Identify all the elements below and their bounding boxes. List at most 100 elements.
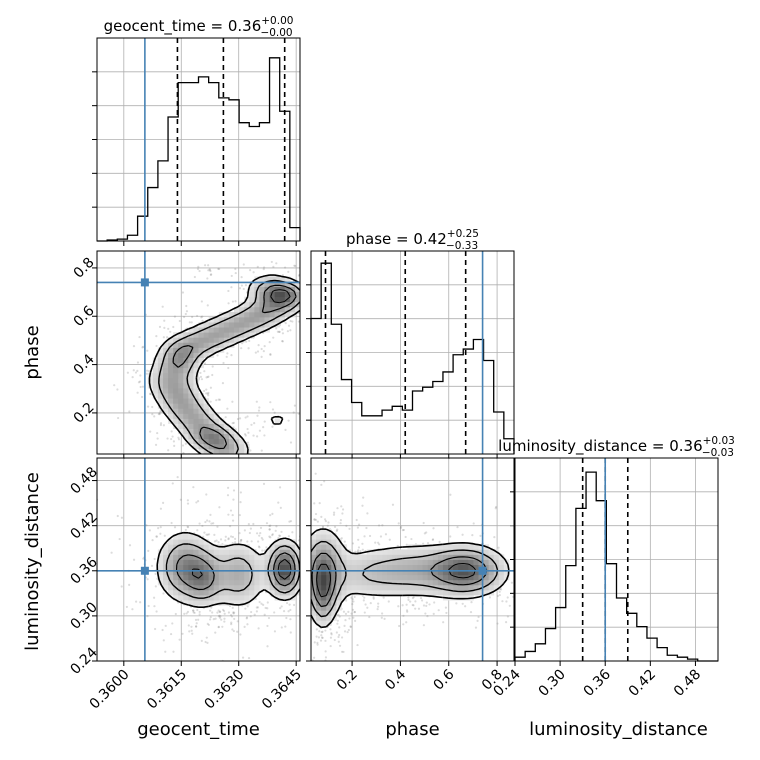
scatter-point bbox=[380, 616, 383, 619]
density-cell bbox=[311, 539, 317, 545]
density-cell bbox=[407, 559, 413, 565]
density-cell bbox=[473, 564, 479, 571]
density-cell bbox=[269, 544, 276, 550]
density-cell bbox=[198, 438, 204, 445]
density-cell bbox=[193, 352, 199, 358]
density-cell bbox=[274, 539, 281, 545]
density-cell bbox=[279, 316, 286, 323]
density-cell bbox=[168, 352, 174, 358]
density-cell bbox=[279, 306, 286, 313]
density-cell bbox=[269, 281, 276, 287]
density-cell bbox=[208, 438, 215, 445]
scatter-point bbox=[147, 369, 151, 373]
scatter-point bbox=[302, 574, 304, 576]
scatter-point bbox=[239, 540, 242, 543]
density-cell bbox=[239, 600, 245, 606]
scatter-point bbox=[263, 344, 266, 348]
scatter-point bbox=[341, 508, 345, 511]
density-cell bbox=[234, 433, 240, 440]
density-cell bbox=[274, 589, 281, 596]
density-cell bbox=[223, 322, 230, 328]
scatter-point bbox=[265, 522, 269, 525]
density-cell bbox=[392, 554, 398, 560]
density-cell bbox=[162, 584, 169, 591]
density-cell bbox=[448, 549, 454, 555]
density-cell bbox=[218, 433, 225, 440]
scatter-point bbox=[313, 656, 316, 659]
scatter-point bbox=[197, 618, 200, 621]
density-cell bbox=[218, 443, 225, 450]
density-cell bbox=[183, 418, 189, 424]
density-cell bbox=[157, 569, 164, 576]
density-cell bbox=[463, 579, 469, 586]
density-cell bbox=[392, 574, 398, 581]
scatter-point bbox=[407, 598, 410, 602]
density-cell bbox=[188, 403, 194, 409]
scatter-point bbox=[306, 540, 308, 542]
scatter-point bbox=[194, 618, 198, 621]
density-cell bbox=[152, 362, 159, 369]
scatter-point bbox=[184, 528, 187, 532]
scatter-point bbox=[151, 413, 154, 416]
scatter-point bbox=[230, 454, 232, 456]
scatter-point bbox=[232, 426, 235, 429]
density-cell bbox=[316, 584, 322, 591]
density-cell bbox=[427, 549, 434, 555]
scatter-point bbox=[351, 603, 354, 606]
scatter-point bbox=[208, 267, 211, 271]
scatter-point bbox=[195, 625, 198, 628]
density-cell bbox=[437, 569, 444, 576]
density-cell bbox=[178, 403, 184, 409]
density-cell bbox=[178, 569, 184, 576]
density-cell bbox=[341, 589, 347, 596]
scatter-point bbox=[345, 524, 348, 527]
scatter-point bbox=[118, 537, 121, 541]
scatter-point bbox=[307, 566, 309, 568]
scatter-point bbox=[240, 284, 243, 287]
scatter-point bbox=[240, 538, 243, 542]
density-cell bbox=[463, 544, 469, 550]
density-cell bbox=[223, 332, 230, 338]
density-cell bbox=[279, 276, 286, 282]
density-cell bbox=[264, 301, 270, 308]
density-cell bbox=[162, 559, 169, 565]
scatter-point bbox=[406, 610, 409, 613]
scatter-point bbox=[252, 434, 255, 437]
scatter-point bbox=[205, 376, 208, 379]
density-cell bbox=[162, 347, 169, 353]
scatter-point bbox=[271, 533, 274, 536]
density-cell bbox=[213, 600, 220, 606]
density-cell bbox=[223, 589, 230, 596]
scatter-point bbox=[308, 310, 310, 312]
density-cell bbox=[183, 544, 189, 550]
density-cell bbox=[289, 286, 296, 292]
scatter-point bbox=[308, 538, 310, 540]
scatter-point bbox=[285, 601, 289, 605]
title-main: phase = 0.42 bbox=[346, 230, 447, 248]
density-cell bbox=[178, 584, 184, 591]
density-cell bbox=[193, 600, 199, 606]
scatter-point bbox=[262, 482, 266, 485]
density-cell bbox=[168, 347, 174, 353]
density-cell bbox=[336, 564, 342, 571]
scatter-point bbox=[425, 601, 428, 604]
density-cell bbox=[264, 569, 270, 576]
scatter-point bbox=[227, 537, 230, 540]
density-cell bbox=[203, 418, 210, 424]
density-cell bbox=[331, 544, 337, 550]
density-cell bbox=[432, 544, 439, 550]
scatter-point bbox=[230, 274, 233, 278]
density-cell bbox=[188, 554, 194, 560]
density-cell bbox=[193, 433, 199, 440]
x-tick-label: 0.48 bbox=[671, 667, 704, 700]
density-cell bbox=[162, 342, 169, 348]
scatter-point bbox=[209, 273, 212, 276]
scatter-point bbox=[397, 522, 400, 525]
scatter-point bbox=[357, 546, 361, 549]
density-cell bbox=[259, 559, 265, 565]
density-cell bbox=[458, 579, 464, 586]
density-cell bbox=[234, 584, 240, 591]
density-cell bbox=[188, 362, 194, 369]
density-cell bbox=[356, 564, 363, 571]
density-cell bbox=[193, 589, 199, 596]
